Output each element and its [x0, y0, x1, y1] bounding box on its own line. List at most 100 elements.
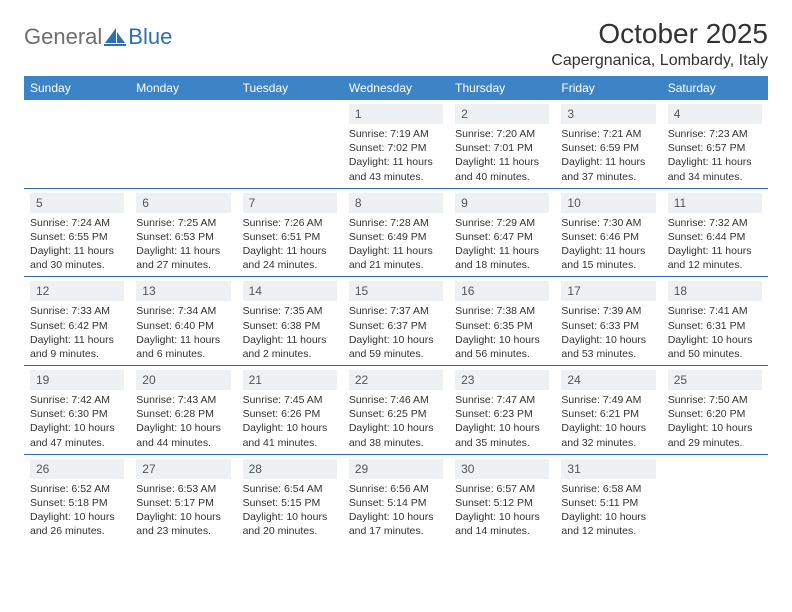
sunrise-line: Sunrise: 6:54 AM [243, 482, 337, 496]
day-number: 30 [455, 459, 549, 479]
sunset-line: Sunset: 6:20 PM [668, 407, 762, 421]
sunset-line: Sunset: 6:57 PM [668, 141, 762, 155]
sun-info: Sunrise: 7:39 AMSunset: 6:33 PMDaylight:… [561, 304, 655, 361]
calendar-cell: 14Sunrise: 7:35 AMSunset: 6:38 PMDayligh… [237, 277, 343, 366]
day-number: 17 [561, 281, 655, 301]
daylight-line: Daylight: 10 hours and 41 minutes. [243, 421, 337, 449]
calendar-cell: 22Sunrise: 7:46 AMSunset: 6:25 PMDayligh… [343, 366, 449, 455]
daylight-line: Daylight: 11 hours and 9 minutes. [30, 333, 124, 361]
sunrise-line: Sunrise: 7:32 AM [668, 216, 762, 230]
sunrise-line: Sunrise: 7:21 AM [561, 127, 655, 141]
sun-info: Sunrise: 7:34 AMSunset: 6:40 PMDaylight:… [136, 304, 230, 361]
logo-text: General [24, 24, 102, 50]
day-number: 24 [561, 370, 655, 390]
daylight-line: Daylight: 10 hours and 50 minutes. [668, 333, 762, 361]
sun-info: Sunrise: 7:25 AMSunset: 6:53 PMDaylight:… [136, 216, 230, 273]
day-number: 14 [243, 281, 337, 301]
logo-word-blue: Blue [128, 24, 172, 49]
sunrise-line: Sunrise: 7:38 AM [455, 304, 549, 318]
day-number: 5 [30, 193, 124, 213]
day-number: 10 [561, 193, 655, 213]
sunset-line: Sunset: 7:02 PM [349, 141, 443, 155]
sun-info: Sunrise: 6:53 AMSunset: 5:17 PMDaylight:… [136, 482, 230, 539]
sun-info: Sunrise: 7:46 AMSunset: 6:25 PMDaylight:… [349, 393, 443, 450]
daylight-line: Daylight: 10 hours and 23 minutes. [136, 510, 230, 538]
calendar-cell: 2Sunrise: 7:20 AMSunset: 7:01 PMDaylight… [449, 100, 555, 188]
calendar-cell: 7Sunrise: 7:26 AMSunset: 6:51 PMDaylight… [237, 188, 343, 277]
daylight-line: Daylight: 10 hours and 20 minutes. [243, 510, 337, 538]
sunset-line: Sunset: 6:44 PM [668, 230, 762, 244]
calendar-cell: 19 Sunrise: 7:42 AMSunset: 6:30 PMDayligh… [24, 366, 130, 455]
sunrise-line: Sunrise: 6:56 AM [349, 482, 443, 496]
day-number: 3 [561, 104, 655, 124]
sunset-line: Sunset: 6:55 PM [30, 230, 124, 244]
sun-info: Sunrise: 6:57 AMSunset: 5:12 PMDaylight:… [455, 482, 549, 539]
sunset-line: Sunset: 6:33 PM [561, 319, 655, 333]
sunset-line: Sunset: 6:37 PM [349, 319, 443, 333]
calendar-cell: 11 Sunrise: 7:32 AMSunset: 6:44 PMDayligh… [662, 188, 768, 277]
calendar-cell: 4Sunrise: 7:23 AMSunset: 6:57 PMDaylight… [662, 100, 768, 188]
day-number: 25 [668, 370, 762, 390]
day-number: 27 [136, 459, 230, 479]
day-number: 1 [349, 104, 443, 124]
day-number: 12 [30, 281, 124, 301]
daylight-line: Daylight: 10 hours and 38 minutes. [349, 421, 443, 449]
calendar-week-row: 1Sunrise: 7:19 AMSunset: 7:02 PMDaylight… [24, 100, 768, 188]
day-number: 26 [30, 459, 124, 479]
sunrise-line: Sunrise: 7:46 AM [349, 393, 443, 407]
calendar-cell: 3Sunrise: 7:21 AMSunset: 6:59 PMDaylight… [555, 100, 661, 188]
calendar-cell: 6Sunrise: 7:25 AMSunset: 6:53 PMDaylight… [130, 188, 236, 277]
calendar-cell: 15Sunrise: 7:37 AMSunset: 6:37 PMDayligh… [343, 277, 449, 366]
sunset-line: Sunset: 5:14 PM [349, 496, 443, 510]
sun-info: Sunrise: 7:20 AMSunset: 7:01 PMDaylight:… [455, 127, 549, 184]
day-number: 18 [668, 281, 762, 301]
calendar-cell: 13Sunrise: 7:34 AMSunset: 6:40 PMDayligh… [130, 277, 236, 366]
calendar-cell: 30 Sunrise: 6:57 AMSunset: 5:12 PMDayligh… [449, 454, 555, 542]
sunrise-line: Sunrise: 7:37 AM [349, 304, 443, 318]
daylight-line: Daylight: 11 hours and 12 minutes. [668, 244, 762, 272]
daylight-line: Daylight: 10 hours and 29 minutes. [668, 421, 762, 449]
day-number: 19 [30, 370, 124, 390]
daylight-line: Daylight: 10 hours and 44 minutes. [136, 421, 230, 449]
calendar-cell: 17 Sunrise: 7:39 AMSunset: 6:33 PMDayligh… [555, 277, 661, 366]
daylight-line: Daylight: 11 hours and 21 minutes. [349, 244, 443, 272]
sunrise-line: Sunrise: 7:47 AM [455, 393, 549, 407]
sun-info: Sunrise: 7:32 AMSunset: 6:44 PMDaylight:… [668, 216, 762, 273]
logo: General Blue [24, 18, 172, 50]
sunset-line: Sunset: 5:18 PM [30, 496, 124, 510]
sun-info: Sunrise: 7:43 AMSunset: 6:28 PMDaylight:… [136, 393, 230, 450]
day-number: 16 [455, 281, 549, 301]
calendar-week-row: 26Sunrise: 6:52 AMSunset: 5:18 PMDayligh… [24, 454, 768, 542]
day-number: 29 [349, 459, 443, 479]
daylight-line: Daylight: 11 hours and 30 minutes. [30, 244, 124, 272]
sunset-line: Sunset: 5:17 PM [136, 496, 230, 510]
sunset-line: Sunset: 6:25 PM [349, 407, 443, 421]
logo-word-general: General [24, 24, 102, 49]
calendar-cell [24, 100, 130, 188]
calendar-cell: 27 Sunrise: 6:53 AMSunset: 5:17 PMDayligh… [130, 454, 236, 542]
calendar-cell: 18Sunrise: 7:41 AMSunset: 6:31 PMDayligh… [662, 277, 768, 366]
calendar-cell: 8Sunrise: 7:28 AMSunset: 6:49 PMDaylight… [343, 188, 449, 277]
sun-info: Sunrise: 7:45 AMSunset: 6:26 PMDaylight:… [243, 393, 337, 450]
sun-info: Sunrise: 7:42 AMSunset: 6:30 PMDaylight:… [30, 393, 124, 450]
weekday-header: Monday [130, 76, 236, 100]
daylight-line: Daylight: 10 hours and 53 minutes. [561, 333, 655, 361]
sunrise-line: Sunrise: 7:45 AM [243, 393, 337, 407]
daylight-line: Daylight: 10 hours and 56 minutes. [455, 333, 549, 361]
sunset-line: Sunset: 6:30 PM [30, 407, 124, 421]
sunrise-line: Sunrise: 7:20 AM [455, 127, 549, 141]
sunset-line: Sunset: 6:46 PM [561, 230, 655, 244]
daylight-line: Daylight: 10 hours and 12 minutes. [561, 510, 655, 538]
calendar-week-row: 12Sunrise: 7:33 AMSunset: 6:42 PMDayligh… [24, 277, 768, 366]
calendar-cell: 12Sunrise: 7:33 AMSunset: 6:42 PMDayligh… [24, 277, 130, 366]
sunrise-line: Sunrise: 7:42 AM [30, 393, 124, 407]
sunrise-line: Sunrise: 7:41 AM [668, 304, 762, 318]
sunrise-line: Sunrise: 7:25 AM [136, 216, 230, 230]
day-number: 9 [455, 193, 549, 213]
daylight-line: Daylight: 11 hours and 27 minutes. [136, 244, 230, 272]
day-number: 11 [668, 193, 762, 213]
sunset-line: Sunset: 6:38 PM [243, 319, 337, 333]
sunrise-line: Sunrise: 6:53 AM [136, 482, 230, 496]
day-number: 28 [243, 459, 337, 479]
day-number: 8 [349, 193, 443, 213]
